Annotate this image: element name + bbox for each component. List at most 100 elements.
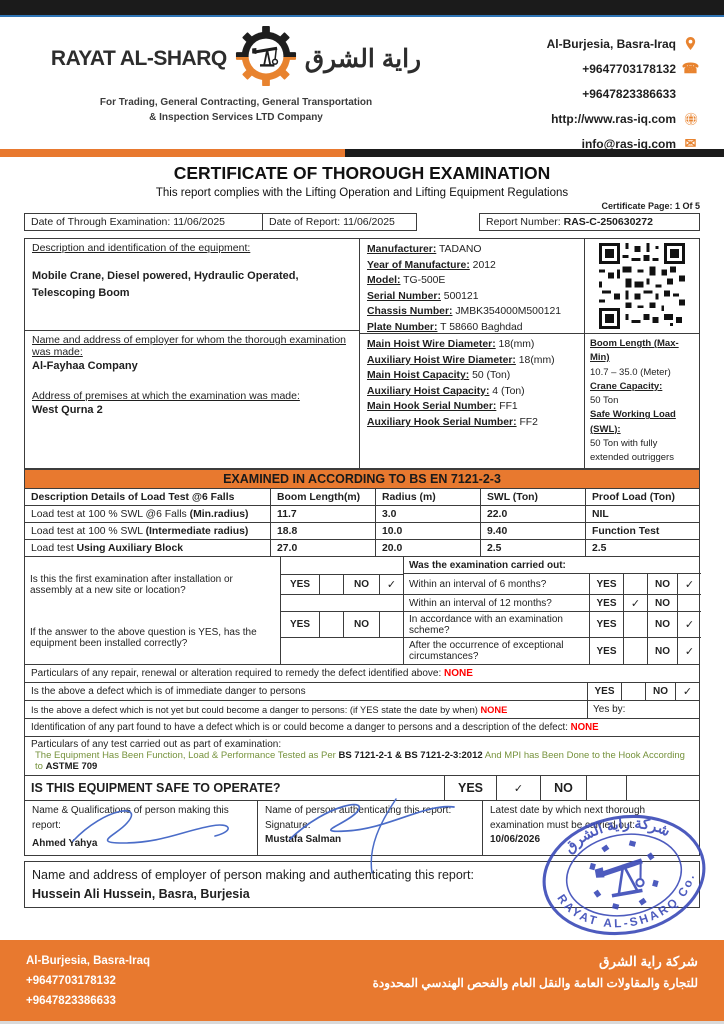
swl-label: Safe Working Load (SWL): [590, 409, 676, 435]
r2-yes-checkbox: ✓ [623, 595, 647, 613]
equipment-description-cell: Description and identification of the eq… [25, 239, 359, 331]
report-date-cell: Date of Report: 11/06/2025 [262, 214, 416, 230]
logo-text-arabic: راية الشرق [304, 44, 422, 73]
person-authenticating-cell: Name of person authenticating this repor… [257, 798, 482, 874]
future-danger-row: Is the above a defect which is not yet b… [25, 700, 699, 719]
equipment-description-value: Mobile Crane, Diesel powered, Hydraulic … [32, 270, 299, 300]
report-employer-box: Name and address of employer of person m… [24, 860, 700, 909]
safe-yes-label: YES [444, 776, 496, 801]
load-test-row-3: Load test Using Auxiliary Block 27.0 20.… [25, 539, 699, 557]
q1-yes-label: YES [281, 574, 319, 596]
r2-no-checkbox [677, 595, 701, 613]
question-installed-correctly: If the answer to the above question is Y… [25, 612, 281, 665]
top-decorative-bar [0, 0, 724, 17]
repair-particulars-row: Particulars of any repair, renewal or al… [31, 668, 473, 680]
was-examination-header: Was the examination carried out: [403, 557, 701, 575]
q1-no-label: NO [343, 574, 379, 596]
r2-yes-label: YES [589, 595, 623, 613]
svg-text:RAYAT AL-SHARQ Co.: RAYAT AL-SHARQ Co. [553, 869, 705, 940]
immediate-no-checkbox: ✓ [675, 683, 699, 701]
safe-no-label: NO [540, 776, 586, 801]
logo-tagline-1: For Trading, General Contracting, Genera… [99, 97, 373, 108]
load-test-row-2: Load test at 100 % SWL (Intermediate rad… [25, 522, 699, 540]
r3-yes-checkbox [623, 612, 647, 639]
certificate-page-number: Certificate Page: 1 Of 5 [601, 201, 700, 211]
signature-label: Signature: [265, 819, 311, 831]
safe-yes-checkbox: ✓ [496, 776, 540, 801]
q2-yes-label: YES [281, 612, 319, 639]
location-pin-icon [683, 36, 698, 51]
stamp-english-text: RAYAT AL-SHARQ Co. [553, 869, 705, 942]
phone-icon: ☎ [681, 60, 700, 76]
r4-no-checkbox: ✓ [677, 638, 701, 665]
r2-no-label: NO [647, 595, 677, 613]
immediate-danger-row: Is the above a defect which is of immedi… [25, 682, 699, 701]
swl-value: 50 Ton with fully extended outriggers [590, 437, 674, 463]
person-making-report-cell: Name & Qualifications of person making t… [25, 801, 257, 855]
equipment-section: Description and identification of the eq… [24, 238, 700, 470]
footer-arabic: شركة راية الشرق للتجارة والمقاولات العام… [373, 951, 698, 993]
contact-block: Al-Burjesia, Basra-Iraq +9647703178132 ☎… [547, 23, 700, 152]
interval-12-months: Within an interval of 12 months? [403, 595, 589, 613]
immediate-no-label: NO [645, 683, 675, 701]
certificate-body: Date of Through Examination: 11/06/2025 … [24, 213, 701, 909]
logo-tagline-2: & Inspection Services LTD Company [149, 111, 323, 123]
stamp-arabic-text: شركة راية الشرق [558, 808, 674, 859]
equipment-description-label: Description and identification of the eq… [32, 242, 251, 254]
interval-6-months: Within an interval of 6 months? [403, 574, 589, 596]
next-exam-label: Latest date by which next thorough exami… [490, 805, 646, 831]
question-first-examination: Is this the first examination after inst… [25, 557, 281, 613]
logo-text-english: RAYAT AL-SHARQ [50, 46, 227, 70]
exam-date-cell: Date of Through Examination: 11/06/2025 [31, 216, 226, 228]
examination-scheme: In accordance with an examination scheme… [403, 612, 589, 639]
page-title: CERTIFICATE OF THOROUGH EXAMINATION [173, 163, 551, 183]
hoist-specs: Main Hoist Wire Diameter: 18(mm) Auxilia… [367, 339, 555, 428]
next-examination-cell: Latest date by which next thorough exami… [482, 801, 699, 855]
r3-yes-label: YES [589, 612, 623, 639]
svg-text:شركة راية الشرق: شركة راية الشرق [558, 810, 674, 858]
future-none-value: NONE [480, 704, 508, 715]
footer: Al-Burjesia, Basra-Iraq +9647703178132 +… [0, 940, 724, 1024]
defects-section: Particulars of any repair, renewal or al… [24, 665, 700, 777]
r3-no-label: NO [647, 612, 677, 639]
crane-capacity-label: Crane Capacity: [590, 380, 663, 392]
exceptional-circumstances: After the occurrence of exceptional circ… [403, 638, 589, 665]
gear-pumpjack-logo-icon [235, 25, 297, 92]
footer-phone-1: +9647703178132 [26, 975, 116, 988]
manufacturer-specs: Manufacturer: TADANO Year of Manufacture… [360, 239, 584, 334]
boom-length-value: 10.7 – 35.0 (Meter) [590, 366, 671, 378]
q2-no-checkbox [379, 612, 403, 639]
r1-no-label: NO [647, 574, 677, 596]
boom-length-cell: Boom Length (Max-Min) 10.7 – 35.0 (Meter… [585, 334, 699, 468]
report-number-cell: Report Number: RAS-C-250630272 [486, 216, 653, 228]
footer-phone-2: +9647823386633 [26, 995, 116, 1008]
qr-code [585, 239, 699, 334]
r4-no-label: NO [647, 638, 677, 665]
company-logo: RAYAT AL-SHARQ [26, 23, 446, 149]
boom-length-label: Boom Length (Max-Min) [590, 338, 679, 364]
q2-yes-checkbox [319, 612, 343, 639]
load-test-header-row: Description Details of Load Test @6 Fall… [25, 489, 699, 506]
premises-value: West Qurna 2 [32, 404, 103, 416]
footer-address: Al-Burjesia, Basra-Iraq [26, 955, 150, 967]
r1-no-checkbox: ✓ [677, 574, 701, 596]
crane-capacity-value: 50 Ton [590, 395, 619, 406]
test-particulars-note: The Equipment Has Been Function, Load & … [35, 750, 685, 773]
yes-by-cell: Yes by: [587, 701, 699, 719]
r1-yes-checkbox [623, 574, 647, 596]
examination-questions-section: Is this the first examination after inst… [24, 556, 701, 666]
examined-standard-banner: EXAMINED IN ACCORDING TO BS EN 7121-2-3 [24, 469, 700, 489]
report-number: RAS-C-250630272 [563, 216, 653, 228]
email-icon: ✉ [684, 135, 697, 151]
safe-to-operate-label: IS THIS EQUIPMENT SAFE TO OPERATE? [31, 781, 281, 796]
header-divider [0, 149, 724, 157]
test-particulars-row: Particulars of any test carried out as p… [25, 736, 699, 775]
repair-none-value: NONE [444, 668, 473, 680]
premises-label: Address of premises at which the examina… [32, 390, 300, 402]
r1-yes-label: YES [589, 574, 623, 596]
footer-arabic-company: شركة راية الشرق [598, 954, 698, 969]
authenticator-label: Name of person authenticating this repor… [265, 805, 452, 817]
r3-no-checkbox: ✓ [677, 612, 701, 639]
company-stamp: شركة راية الشرق RAYAT AL-SHARQ Co. [536, 808, 712, 941]
